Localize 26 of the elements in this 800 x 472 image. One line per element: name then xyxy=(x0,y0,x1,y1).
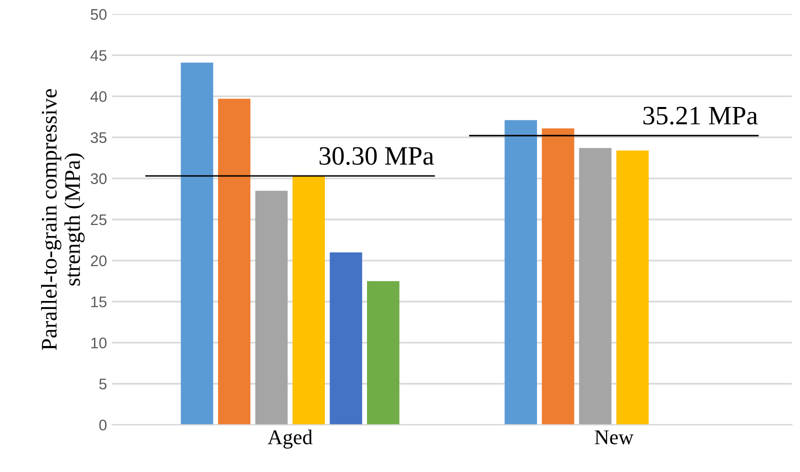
y-tick-label: 0 xyxy=(99,420,107,430)
y-tick-label: 5 xyxy=(99,378,106,390)
bar xyxy=(616,150,649,425)
bar xyxy=(292,176,325,425)
y-tick-label: 50 xyxy=(90,9,107,20)
bar xyxy=(579,148,612,425)
x-tick-label: New xyxy=(594,430,634,444)
y-tick-label: 40 xyxy=(90,91,107,102)
y-axis-title: Parallel-to-grain compressive strength (MPa) xyxy=(41,89,85,350)
y-tick-label: 30 xyxy=(90,173,107,184)
y-tick-label: 35 xyxy=(90,132,106,144)
y-tick-label: 15 xyxy=(91,296,106,308)
ref-line-label: 35.21 MPa xyxy=(643,106,758,125)
bar xyxy=(542,128,574,425)
bar xyxy=(255,190,288,425)
bar xyxy=(330,252,362,425)
bar xyxy=(367,281,400,425)
bar xyxy=(504,120,537,425)
y-tick-label: 45 xyxy=(90,50,106,61)
y-tick-label: 25 xyxy=(90,214,106,226)
y-tick-label: 10 xyxy=(91,338,107,348)
ref-line-label: 30.30 MPa xyxy=(320,147,434,165)
bar xyxy=(180,62,214,425)
y-tick-label: 20 xyxy=(90,255,107,266)
bar xyxy=(218,98,250,425)
x-tick-label: Aged xyxy=(268,430,312,449)
